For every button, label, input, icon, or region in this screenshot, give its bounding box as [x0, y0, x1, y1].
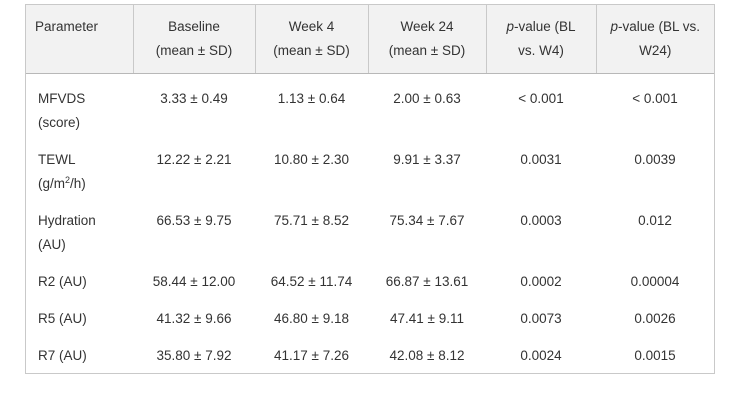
cell-p-w24: 0.0015	[634, 347, 676, 363]
header-row: Parameter Baseline (mean ± SD) Week 4 (m…	[26, 5, 714, 74]
cell-week24: 9.91 ± 3.37	[393, 151, 461, 167]
row-param: R7 (AU)	[38, 347, 87, 363]
cell-p-w4: < 0.001	[518, 90, 564, 106]
cell-week24: 2.00 ± 0.63	[393, 90, 461, 106]
row-param: R5 (AU)	[38, 310, 87, 326]
cell-week24: 66.87 ± 13.61	[385, 273, 469, 289]
cell-baseline: 12.22 ± 2.21	[156, 151, 232, 167]
cell-p-w24: 0.00004	[630, 273, 680, 289]
cell-p-w4: 0.0002	[520, 273, 562, 289]
table-header: Parameter Baseline (mean ± SD) Week 4 (m…	[26, 5, 714, 74]
row-param: Hydration (AU)	[38, 212, 96, 252]
cell-week4: 75.71 ± 8.52	[274, 212, 349, 228]
cell-p-w24: 0.0039	[634, 151, 676, 167]
table-row-r7: R7 (AU) 35.80 ± 7.92 41.17 ± 7.26 42.08 …	[26, 331, 714, 368]
cell-week4: 64.52 ± 11.74	[270, 273, 353, 289]
table-row-tewl: TEWL (g/m2/h) 12.22 ± 2.21 10.80 ± 2.30 …	[26, 135, 714, 196]
cell-week4: 41.17 ± 7.26	[274, 347, 349, 363]
cell-baseline: 41.32 ± 9.66	[156, 310, 232, 326]
row-param: TEWL (g/m2/h)	[38, 151, 86, 191]
cell-p-w4: 0.0024	[520, 347, 562, 363]
results-table: Parameter Baseline (mean ± SD) Week 4 (m…	[26, 5, 714, 368]
cell-week4: 46.80 ± 9.18	[274, 310, 349, 326]
table-body: MFVDS (score) 3.33 ± 0.49 1.13 ± 0.64 2.…	[26, 73, 714, 368]
header-week24: Week 24 (mean ± SD)	[368, 5, 487, 74]
cell-p-w4: 0.0073	[520, 310, 562, 326]
cell-week4: 10.80 ± 2.30	[274, 151, 349, 167]
cell-week24: 42.08 ± 8.12	[389, 347, 465, 363]
cell-p-w24: 0.012	[638, 212, 672, 228]
row-param: MFVDS (score)	[38, 90, 86, 130]
results-table-container: Parameter Baseline (mean ± SD) Week 4 (m…	[25, 4, 715, 374]
cell-baseline: 58.44 ± 12.00	[152, 273, 236, 289]
header-parameter: Parameter	[26, 5, 134, 74]
cell-p-w24: 0.0026	[634, 310, 676, 326]
header-week4: Week 4 (mean ± SD)	[255, 5, 369, 74]
cell-baseline: 66.53 ± 9.75	[156, 212, 232, 228]
cell-week4: 1.13 ± 0.64	[277, 90, 346, 106]
table-row-hydration: Hydration (AU) 66.53 ± 9.75 75.71 ± 8.52…	[26, 196, 714, 257]
cell-week24: 75.34 ± 7.67	[389, 212, 465, 228]
table-row-mfvds: MFVDS (score) 3.33 ± 0.49 1.13 ± 0.64 2.…	[26, 73, 714, 135]
table-row-r5: R5 (AU) 41.32 ± 9.66 46.80 ± 9.18 47.41 …	[26, 294, 714, 331]
cell-p-w4: 0.0031	[520, 151, 562, 167]
cell-p-w24: < 0.001	[632, 90, 678, 106]
cell-p-w4: 0.0003	[520, 212, 562, 228]
cell-baseline: 3.33 ± 0.49	[160, 90, 228, 106]
header-p-bl-vs-w4: p-value (BL vs. W4)	[486, 5, 597, 74]
row-param: R2 (AU)	[38, 273, 87, 289]
header-p-bl-vs-w24: p-value (BL vs. W24)	[596, 5, 714, 74]
cell-week24: 47.41 ± 9.11	[390, 310, 464, 326]
header-baseline: Baseline (mean ± SD)	[133, 5, 256, 74]
table-row-r2: R2 (AU) 58.44 ± 12.00 64.52 ± 11.74 66.8…	[26, 257, 714, 294]
cell-baseline: 35.80 ± 7.92	[156, 347, 232, 363]
